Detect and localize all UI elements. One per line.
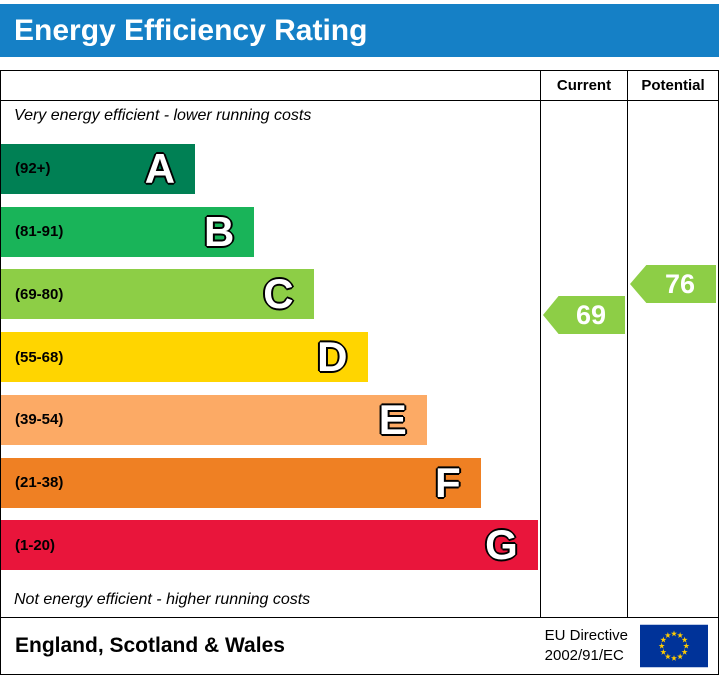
band-row-b: (81-91) B	[1, 206, 540, 257]
eu-flag-icon	[640, 624, 708, 668]
band-letter-a: A	[144, 144, 176, 192]
eu-directive-line1: EU Directive	[544, 626, 628, 644]
current-rating-pointer: 69	[543, 296, 625, 334]
band-row-c: (69-80) C	[1, 269, 540, 320]
band-range-e: (39-54)	[15, 411, 64, 429]
band-range-f: (21-38)	[15, 474, 64, 491]
band-bar-d: (55-68) D	[1, 332, 368, 382]
current-column: Current 69	[540, 71, 627, 617]
band-bar-c: (69-80) C	[1, 269, 314, 320]
bands-column: Very energy efficient - lower running co…	[1, 71, 540, 617]
potential-column-header: Potential	[628, 71, 718, 101]
band-row-d: (55-68) D	[1, 332, 540, 382]
eu-directive-label: EU Directive 2002/91/EC	[545, 626, 628, 667]
bands-column-header	[1, 71, 540, 101]
band-range-d: (55-68)	[15, 348, 64, 366]
band-row-g: (1-20) G	[1, 520, 540, 571]
rating-bands: (92+) A (81-91) B (69-80) C	[1, 131, 540, 583]
title-bar: Energy Efficiency Rating	[0, 4, 719, 57]
band-range-c: (69-80)	[15, 285, 64, 303]
energy-efficiency-rating-chart: Energy Efficiency Rating Very energy eff…	[0, 4, 719, 679]
current-rating-value: 69	[575, 299, 607, 330]
band-letter-c: C	[263, 270, 294, 318]
band-bar-f: (21-38) F	[1, 457, 481, 508]
band-row-a: (92+) A	[1, 143, 540, 194]
band-row-f: (21-38) F	[1, 457, 540, 508]
page-title: Energy Efficiency Rating	[14, 13, 368, 47]
potential-column: Potential 76	[627, 71, 718, 617]
current-column-header: Current	[541, 71, 627, 101]
band-bar-b: (81-91) B	[1, 206, 255, 257]
footer: England, Scotland & Wales EU Directive 2…	[1, 617, 718, 674]
band-bar-a: (92+) A	[1, 143, 196, 194]
eu-directive-line2: 2002/91/EC	[544, 647, 624, 664]
band-letter-e: E	[378, 395, 407, 443]
band-letter-f: F	[435, 458, 461, 506]
potential-rating-pointer: 76	[630, 265, 716, 303]
band-bar-e: (39-54) E	[1, 394, 427, 445]
potential-rating-value: 76	[664, 268, 696, 299]
region-label: England, Scotland & Wales	[15, 634, 285, 657]
chart-box: Very energy efficient - lower running co…	[0, 70, 719, 675]
band-range-g: (1-20)	[15, 536, 56, 554]
band-range-b: (81-91)	[15, 223, 64, 240]
band-range-a: (92+)	[15, 160, 51, 178]
band-letter-b: B	[203, 207, 235, 255]
band-bar-g: (1-20) G	[1, 520, 538, 571]
band-letter-d: D	[317, 333, 348, 380]
band-row-e: (39-54) E	[1, 394, 540, 445]
band-letter-g: G	[485, 521, 518, 569]
top-note: Very energy efficient - lower running co…	[14, 107, 312, 124]
bottom-note: Not energy efficient - higher running co…	[14, 591, 311, 608]
chart-area: Very energy efficient - lower running co…	[1, 71, 718, 617]
